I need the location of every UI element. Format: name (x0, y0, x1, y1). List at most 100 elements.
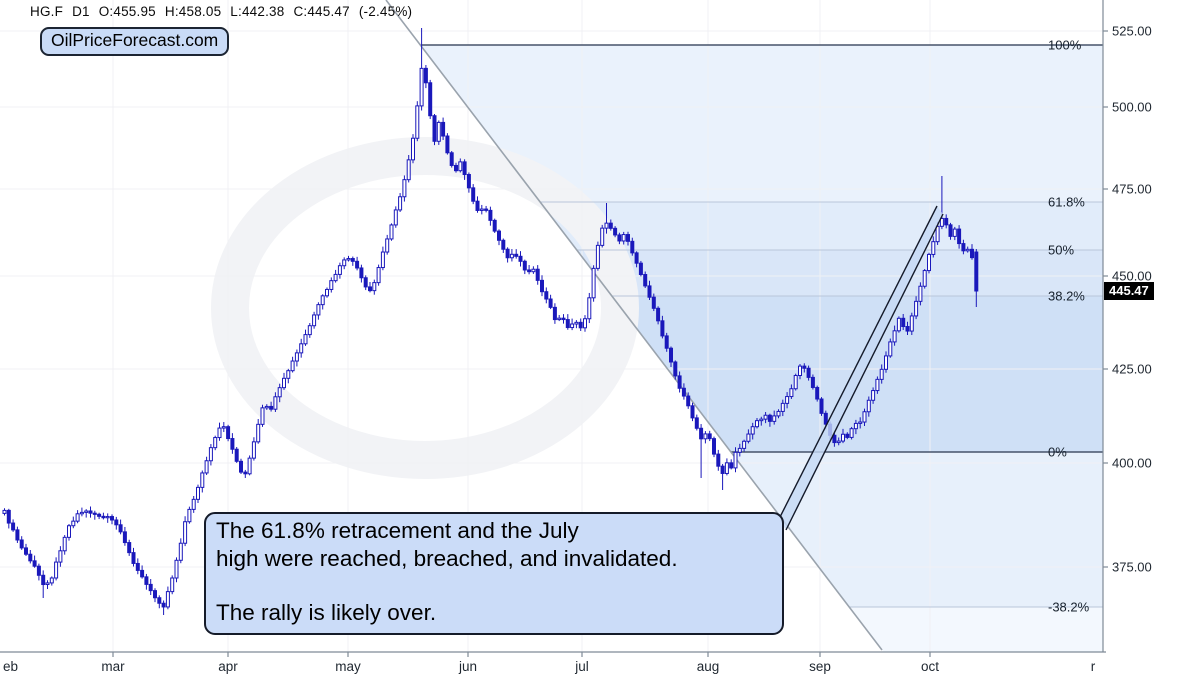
fib-band (576, 250, 1103, 296)
candle-body-up (2, 509, 7, 514)
candle-body-up (393, 209, 398, 226)
candle-body-up (58, 550, 63, 563)
candle-body-down (110, 516, 114, 521)
candle-body-down (488, 209, 493, 221)
candle-body-down (114, 519, 119, 526)
candle-body-up (294, 352, 299, 362)
candle-body-down (548, 298, 553, 308)
candle-body-up (875, 378, 880, 392)
annotation-box: The 61.8% retracement and the July high … (204, 512, 784, 635)
candle-body-down (88, 510, 93, 514)
candle-body-up (776, 410, 781, 417)
candle-body-down (815, 386, 820, 400)
candle-body-up (737, 447, 742, 453)
candle-body-down (669, 347, 673, 363)
candle-body-down (651, 296, 656, 309)
candle-body-down (226, 426, 231, 440)
candle-body-up (841, 433, 845, 442)
site-watermark-label: OilPriceForecast.com (40, 27, 230, 56)
candle-body-down (681, 387, 686, 397)
candle-body-up (346, 258, 351, 261)
candle-body-up (256, 423, 261, 443)
month-tick-label: sep (809, 659, 831, 674)
candle-body-down (363, 277, 368, 288)
candle-body-up (746, 433, 751, 442)
price-tick-label: 375.00 (1112, 560, 1152, 575)
fib-level-label: -38.2% (1048, 600, 1090, 615)
candle-body-up (853, 422, 858, 430)
candle-body-down (127, 542, 132, 554)
candle-body-up (196, 486, 200, 500)
fib-lines-layer (420, 44, 1103, 608)
candle-body-up (264, 405, 269, 409)
candle-body-up (191, 498, 196, 510)
candle-body-up (286, 370, 291, 379)
candle-body-up (557, 317, 562, 321)
candle-body-up (724, 462, 729, 474)
annotation-spacer (216, 572, 772, 599)
candle-body-down (552, 306, 557, 321)
candle-body-down (634, 252, 639, 264)
candle-body-down (97, 513, 102, 517)
fib-level-label: 50% (1048, 243, 1074, 258)
background-watermark-ring (211, 137, 639, 479)
candle-body-up (785, 396, 790, 404)
candle-body-up (307, 325, 312, 336)
fib-band (420, 45, 1103, 202)
candle-body-up (759, 418, 764, 422)
close-value: C:445.47 (293, 4, 350, 19)
candle-body-down (638, 262, 643, 276)
month-tick-label: eb (3, 659, 18, 674)
candle-body-down (6, 509, 11, 524)
candle-body-up (909, 315, 914, 332)
low-value: L:442.38 (230, 4, 285, 19)
candle-body-up (398, 196, 403, 211)
candle-body-down (471, 187, 476, 202)
candle-body-up (888, 341, 893, 357)
candle-body-down (15, 529, 20, 541)
candle-body-up (200, 472, 205, 488)
candle-body-down (970, 248, 974, 259)
candle-body-down (41, 574, 46, 586)
candle-body-up (583, 318, 587, 329)
candle-body-up (299, 343, 304, 354)
candle-body-up (208, 447, 213, 462)
candle-body-down (944, 217, 949, 226)
candle-body-up (793, 375, 798, 390)
candle-body-down (368, 286, 372, 292)
candle-body-up (342, 259, 347, 267)
candle-body-down (243, 471, 248, 475)
candle-body-down (802, 365, 807, 369)
candle-body-down (643, 274, 648, 287)
candle-body-up (587, 297, 592, 320)
candle-body-up (436, 121, 441, 142)
month-tick-label: jul (574, 659, 589, 674)
candle-body-down (432, 115, 437, 142)
candle-body-up (896, 317, 901, 332)
candle-body-down (522, 260, 527, 271)
symbol-info-bar: HG.F D1 O:455.95 H:458.05 L:442.38 C:445.47 (-… (30, 4, 421, 19)
candle-body-down (161, 602, 166, 608)
candle-body-down (24, 547, 28, 555)
candle-body-up (325, 288, 329, 297)
candle-body-up (531, 268, 536, 273)
candle-body-down (148, 583, 153, 592)
month-tick-label: aug (697, 659, 720, 674)
candle-body-up (71, 520, 76, 527)
candle-body-down (630, 240, 635, 254)
candle-body-up (402, 179, 407, 198)
candle-body-down (832, 434, 837, 444)
candle-body-down (699, 427, 704, 440)
candle-body-up (621, 234, 626, 242)
candle-body-up (965, 248, 970, 252)
candle-body-up (458, 161, 463, 172)
candle-body-down (359, 267, 364, 279)
candle-body-down (36, 565, 41, 576)
candle-body-up (411, 137, 415, 161)
candle-body-down (423, 67, 428, 84)
fib-band (730, 452, 1103, 607)
candle-body-down (239, 460, 243, 473)
ascending-channel-line (785, 213, 944, 531)
candle-body-up (79, 511, 84, 515)
candle-body-down (901, 317, 906, 328)
